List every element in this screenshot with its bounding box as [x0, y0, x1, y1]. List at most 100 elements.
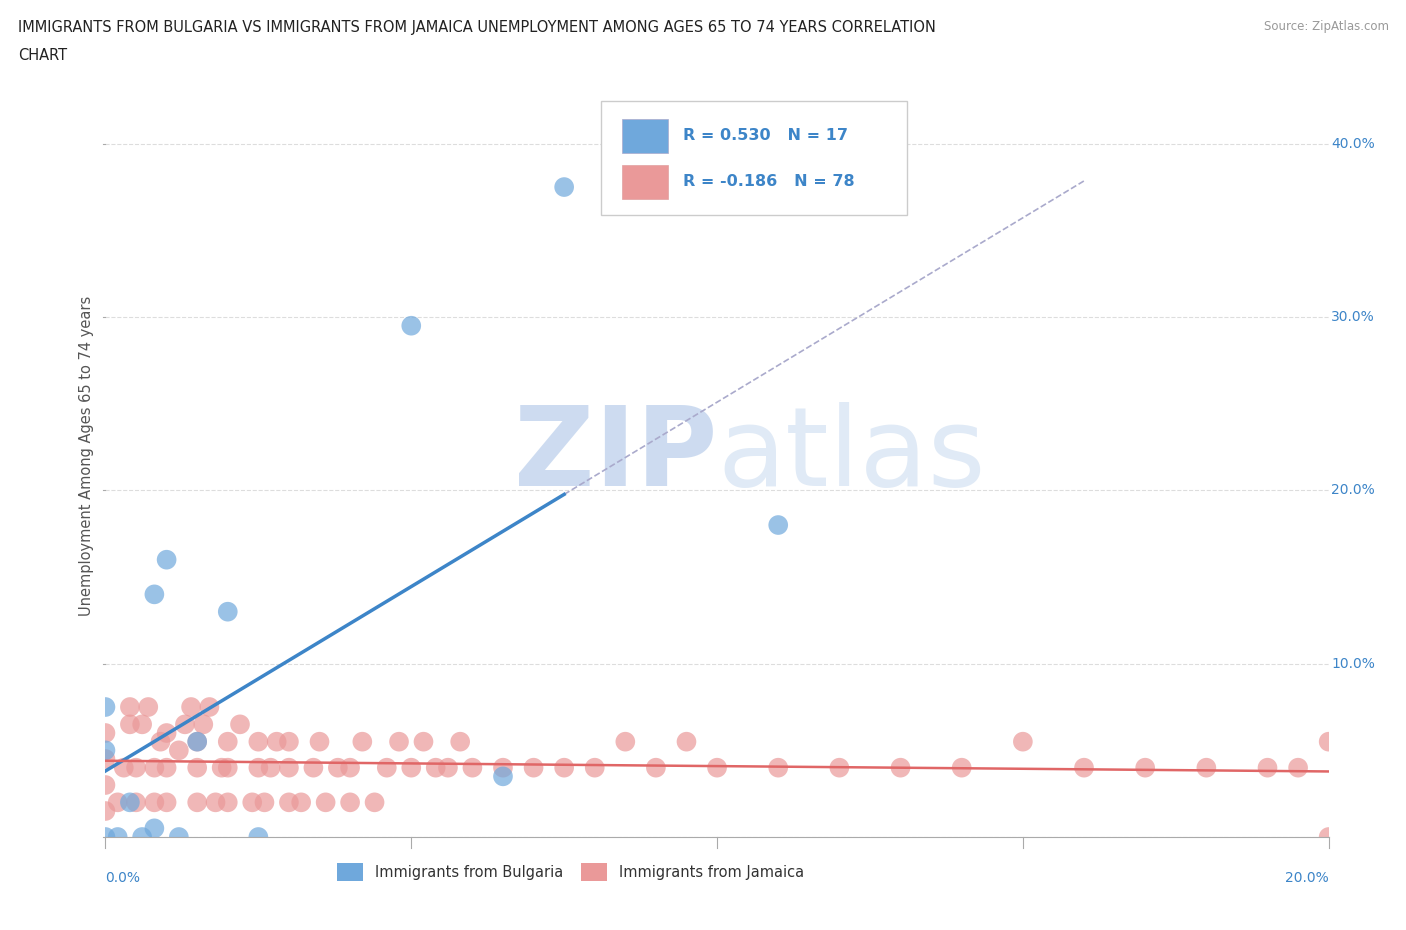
Text: 20.0%: 20.0% [1331, 484, 1375, 498]
Point [675, 735, 697, 750]
Point [425, 760, 447, 775]
Y-axis label: Unemployment Among Ages 65 to 74 years: Unemployment Among Ages 65 to 74 years [79, 296, 94, 616]
Point [277, 795, 299, 810]
Text: 40.0%: 40.0% [1331, 137, 1375, 151]
Point [125, 760, 148, 775]
Point [449, 735, 471, 750]
Text: 10.0%: 10.0% [1331, 657, 1375, 671]
FancyBboxPatch shape [600, 101, 907, 216]
Legend: Immigrants from Bulgaria, Immigrants from Jamaica: Immigrants from Bulgaria, Immigrants fro… [330, 857, 810, 887]
Point [1317, 830, 1340, 844]
Point [308, 735, 330, 750]
Point [107, 795, 129, 810]
Point [143, 760, 166, 775]
Point [1073, 760, 1095, 775]
Point [131, 717, 153, 732]
Point [326, 760, 349, 775]
Text: 0.0%: 0.0% [105, 871, 141, 885]
Text: R = 0.530   N = 17: R = 0.530 N = 17 [683, 128, 848, 143]
Point [290, 795, 312, 810]
Point [118, 795, 141, 810]
Point [193, 717, 215, 732]
Point [155, 725, 177, 740]
Point [94, 725, 117, 740]
Point [143, 795, 166, 810]
Point [247, 830, 270, 844]
Point [553, 179, 575, 194]
Point [399, 318, 422, 333]
Point [1133, 760, 1156, 775]
Point [1195, 760, 1218, 775]
Point [644, 760, 666, 775]
Point [240, 795, 263, 810]
Point [768, 760, 790, 775]
Bar [621, 119, 668, 153]
Point [204, 795, 226, 810]
Point [253, 795, 276, 810]
Point [315, 795, 337, 810]
Text: ZIP: ZIP [513, 402, 717, 510]
Point [94, 751, 117, 766]
Point [94, 830, 117, 844]
Point [198, 699, 221, 714]
Text: 20.0%: 20.0% [1285, 871, 1329, 885]
Point [186, 760, 208, 775]
Point [125, 795, 148, 810]
Point [1317, 735, 1340, 750]
Point [136, 699, 159, 714]
Point [118, 717, 141, 732]
Point [186, 735, 208, 750]
Point [583, 760, 606, 775]
Point [149, 735, 172, 750]
Point [363, 795, 385, 810]
Point [107, 830, 129, 844]
Point [266, 735, 288, 750]
Point [339, 795, 361, 810]
Point [412, 735, 434, 750]
Text: Source: ZipAtlas.com: Source: ZipAtlas.com [1264, 20, 1389, 33]
Point [768, 518, 790, 533]
Point [217, 795, 239, 810]
Point [217, 604, 239, 619]
Point [143, 587, 166, 602]
Text: R = -0.186   N = 78: R = -0.186 N = 78 [683, 174, 855, 190]
Point [889, 760, 911, 775]
Point [155, 552, 177, 567]
Point [302, 760, 325, 775]
Point [94, 699, 117, 714]
Point [553, 760, 575, 775]
Point [437, 760, 460, 775]
Point [614, 735, 637, 750]
Point [247, 735, 270, 750]
Point [1286, 760, 1309, 775]
Point [112, 760, 135, 775]
Point [492, 760, 515, 775]
Point [143, 821, 166, 836]
Point [706, 760, 728, 775]
Point [131, 830, 153, 844]
Point [259, 760, 281, 775]
Point [461, 760, 484, 775]
Point [1256, 760, 1278, 775]
Point [523, 760, 546, 775]
Point [247, 760, 270, 775]
Point [167, 743, 190, 758]
Point [186, 735, 208, 750]
Point [388, 735, 411, 750]
Point [186, 795, 208, 810]
Point [339, 760, 361, 775]
Point [167, 830, 190, 844]
Point [375, 760, 398, 775]
Point [217, 735, 239, 750]
Point [155, 795, 177, 810]
Bar [621, 165, 668, 199]
Point [277, 760, 299, 775]
Text: IMMIGRANTS FROM BULGARIA VS IMMIGRANTS FROM JAMAICA UNEMPLOYMENT AMONG AGES 65 T: IMMIGRANTS FROM BULGARIA VS IMMIGRANTS F… [18, 20, 936, 35]
Point [950, 760, 973, 775]
Point [174, 717, 197, 732]
Point [94, 777, 117, 792]
Point [155, 760, 177, 775]
Point [1011, 735, 1033, 750]
Text: CHART: CHART [18, 48, 67, 63]
Point [828, 760, 851, 775]
